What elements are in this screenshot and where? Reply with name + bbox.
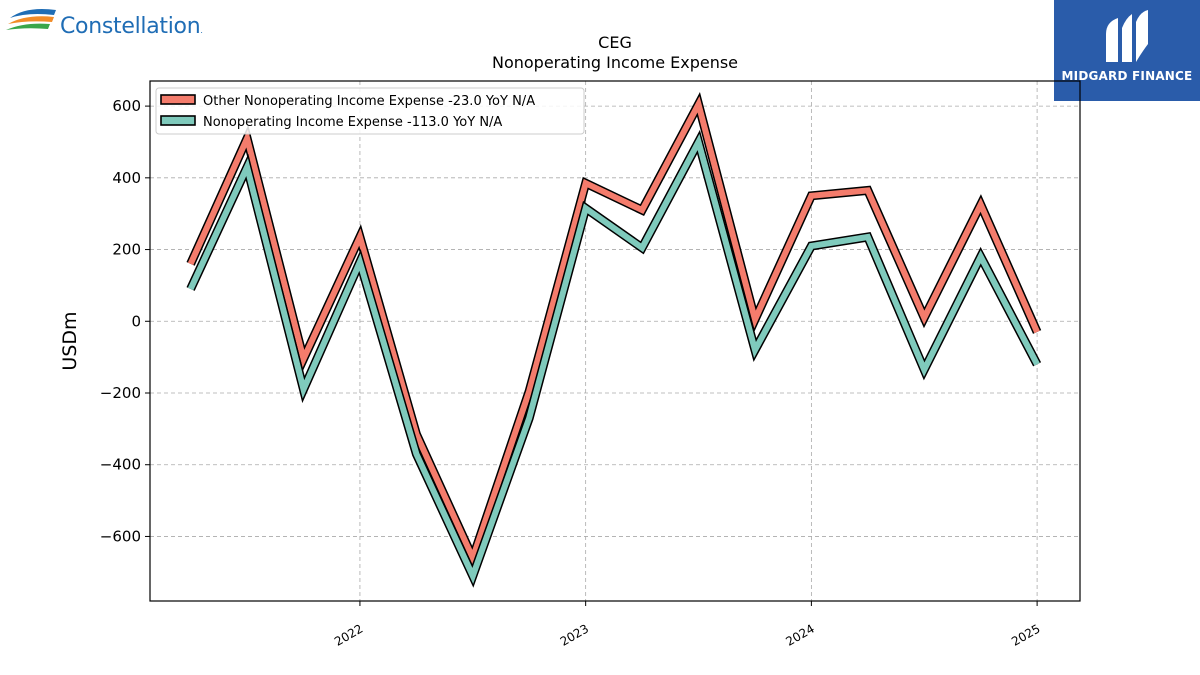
legend-swatch (160, 115, 196, 126)
x-tick-label: 2024 (783, 621, 816, 648)
y-tick-label: −400 (100, 456, 141, 474)
series-layer (186, 92, 1042, 588)
x-axis: 2022 2023 2024 2025 (332, 601, 1043, 649)
y-tick-label: −200 (100, 384, 141, 402)
y-tick-label: 0 (131, 312, 141, 330)
constellation-logo: Constellation. (4, 4, 214, 46)
midgard-emblem-icon (1106, 10, 1148, 62)
chart-subtitle: Nonoperating Income Expense (492, 53, 738, 72)
midgard-wordmark: MIDGARD FINANCE (1061, 69, 1193, 83)
y-tick-label: 400 (112, 169, 141, 187)
legend: Other Nonoperating Income Expense -23.0 … (155, 87, 585, 135)
chart-title: CEG (598, 33, 632, 52)
midgard-finance-logo: MIDGARD FINANCE (1054, 0, 1200, 101)
legend-label: Nonoperating Income Expense -113.0 YoY N… (203, 115, 502, 130)
x-tick-label: 2025 (1009, 621, 1042, 648)
y-axis-label: USDm (59, 311, 81, 370)
x-tick-label: 2023 (558, 621, 591, 648)
legend-swatch (160, 94, 196, 105)
constellation-wordmark: Constellation. (60, 14, 203, 39)
series-line-1 (187, 133, 1040, 584)
legend-label: Other Nonoperating Income Expense -23.0 … (203, 94, 535, 109)
constellation-swoosh-icon (6, 9, 56, 30)
series-line-0 (187, 96, 1040, 567)
y-tick-label: 200 (112, 241, 141, 259)
legend-box (155, 87, 585, 135)
x-tick-label: 2022 (332, 621, 365, 648)
y-tick-label: −600 (100, 527, 141, 545)
y-tick-label: 600 (112, 97, 141, 115)
y-axis: 600 400 200 0 −200 −400 −600 (100, 97, 150, 545)
plot-frame (149, 80, 1081, 602)
